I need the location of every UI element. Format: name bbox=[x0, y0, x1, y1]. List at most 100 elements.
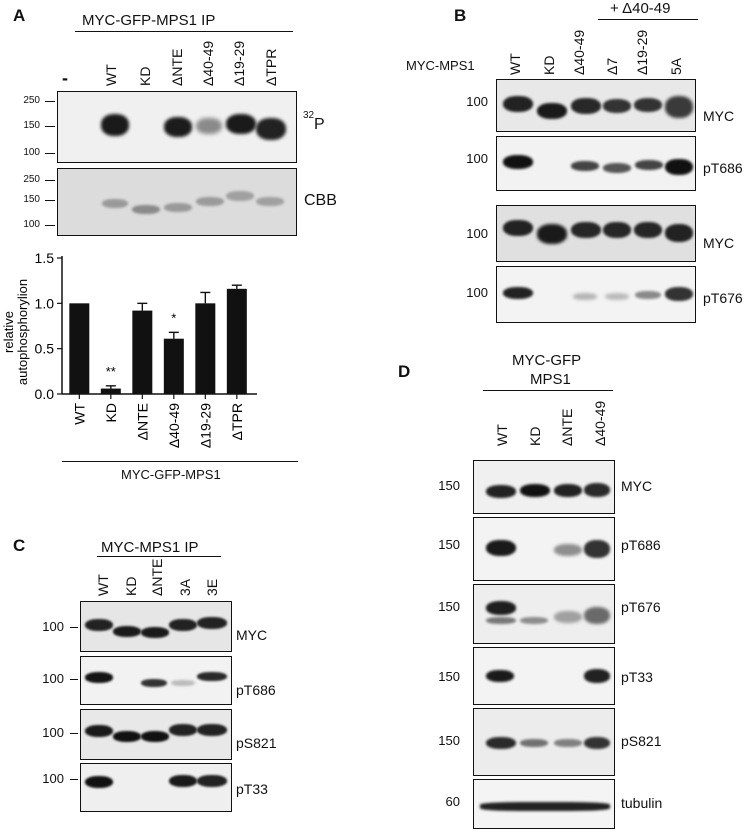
band bbox=[141, 627, 169, 638]
band bbox=[226, 114, 256, 134]
band bbox=[503, 96, 533, 112]
band bbox=[197, 672, 227, 681]
mw-marker: 100 bbox=[42, 725, 64, 740]
lane-label: ΔNTE bbox=[169, 48, 185, 86]
band bbox=[101, 114, 129, 136]
panel-d-title-2: MPS1 bbox=[530, 371, 571, 388]
mw-marker: 100 bbox=[42, 671, 64, 686]
x-tick-label: KD bbox=[103, 403, 119, 422]
band bbox=[665, 96, 693, 118]
p32-label: P bbox=[314, 116, 325, 133]
band bbox=[554, 484, 582, 497]
mw-marker: 60 bbox=[445, 794, 460, 809]
lane-label: ΔNTE bbox=[559, 408, 575, 446]
mw-marker: 150 bbox=[438, 478, 460, 493]
band bbox=[520, 617, 548, 624]
band bbox=[520, 484, 550, 497]
bar bbox=[100, 388, 121, 394]
band bbox=[554, 611, 582, 623]
band bbox=[169, 619, 197, 631]
band bbox=[520, 739, 548, 747]
band bbox=[554, 544, 582, 556]
band bbox=[605, 293, 629, 300]
blot-c-pt686 bbox=[80, 656, 232, 705]
significance-marker: ** bbox=[106, 364, 116, 379]
lane-label: KD bbox=[137, 66, 153, 86]
lane-label: Δ19-29 bbox=[634, 29, 650, 75]
mw-marker: 150 bbox=[438, 599, 460, 614]
band bbox=[665, 224, 693, 242]
y-tick-label: 1.0 bbox=[35, 295, 55, 311]
band bbox=[169, 724, 197, 736]
band bbox=[665, 287, 693, 301]
chart-xgroup-line bbox=[62, 461, 298, 462]
band bbox=[603, 99, 631, 113]
mw-marker: 250 bbox=[23, 95, 40, 106]
mw-marker: 100 bbox=[23, 147, 40, 158]
mw-marker: 150 bbox=[438, 733, 460, 748]
y-tick-label: 1.5 bbox=[35, 250, 55, 266]
mw-marker: 100 bbox=[466, 285, 488, 300]
band bbox=[197, 775, 227, 787]
band bbox=[503, 287, 533, 299]
band bbox=[197, 617, 227, 629]
panel-d-label: D bbox=[398, 362, 411, 381]
blot-d-ps821 bbox=[473, 708, 615, 776]
blot-32p bbox=[57, 91, 297, 163]
bar bbox=[163, 338, 184, 394]
lane-label: Δ40-49 bbox=[200, 40, 216, 86]
band bbox=[571, 222, 601, 238]
panel-b-group-label: + Δ40-49 bbox=[610, 0, 671, 17]
significance-marker: * bbox=[171, 310, 176, 325]
band bbox=[141, 731, 169, 742]
blot-label: pT33 bbox=[236, 781, 268, 797]
band bbox=[256, 197, 284, 206]
lane-label: Δ40-49 bbox=[592, 400, 608, 446]
band bbox=[486, 601, 516, 615]
x-tick-label: Δ19-29 bbox=[197, 403, 213, 448]
band bbox=[486, 485, 516, 498]
bar bbox=[226, 288, 247, 394]
mw-marker: 100 bbox=[466, 226, 488, 241]
band bbox=[85, 619, 113, 631]
band bbox=[164, 117, 192, 137]
blot-d-pt676 bbox=[473, 584, 615, 644]
lane-label: 3A bbox=[177, 578, 193, 596]
mw-tick bbox=[70, 627, 78, 628]
x-tick-label: WT bbox=[71, 403, 87, 425]
mw-marker: 100 bbox=[466, 151, 488, 166]
band bbox=[85, 776, 113, 788]
band bbox=[584, 737, 610, 749]
band bbox=[171, 680, 195, 686]
panel-a-ip-title: MYC-GFP-MPS1 IP bbox=[82, 12, 216, 29]
band bbox=[113, 731, 141, 742]
blot-label: MYC bbox=[621, 478, 653, 494]
band bbox=[665, 159, 693, 175]
blot-d-myc bbox=[473, 460, 615, 514]
band bbox=[584, 483, 610, 497]
lane-label: 3E bbox=[204, 578, 220, 596]
band bbox=[634, 98, 662, 112]
mw-tick bbox=[45, 101, 55, 102]
band bbox=[573, 293, 597, 300]
band bbox=[603, 222, 631, 238]
band bbox=[141, 679, 167, 687]
mw-marker: 100 bbox=[23, 219, 40, 230]
band bbox=[85, 672, 113, 683]
autophosphorylation-chart: 0.0 0.5 1.0 1.5 relative autophosphorylion WT *… bbox=[1, 250, 257, 448]
band bbox=[102, 199, 128, 208]
mw-marker: 150 bbox=[438, 537, 460, 552]
mw-marker: 100 bbox=[466, 94, 488, 109]
band bbox=[635, 291, 661, 299]
band bbox=[603, 163, 631, 173]
y-axis-label: autophosphorylion bbox=[15, 279, 30, 385]
y-tick-label: 0.0 bbox=[35, 386, 55, 402]
lane-label: Δ7 bbox=[604, 57, 620, 75]
lane-label: WT bbox=[494, 424, 510, 446]
blot-label: MYC bbox=[236, 627, 268, 643]
blot-c-myc bbox=[80, 601, 232, 652]
band bbox=[486, 670, 514, 682]
mw-tick bbox=[45, 200, 55, 201]
lane-label: - bbox=[62, 68, 68, 88]
band bbox=[169, 775, 197, 787]
